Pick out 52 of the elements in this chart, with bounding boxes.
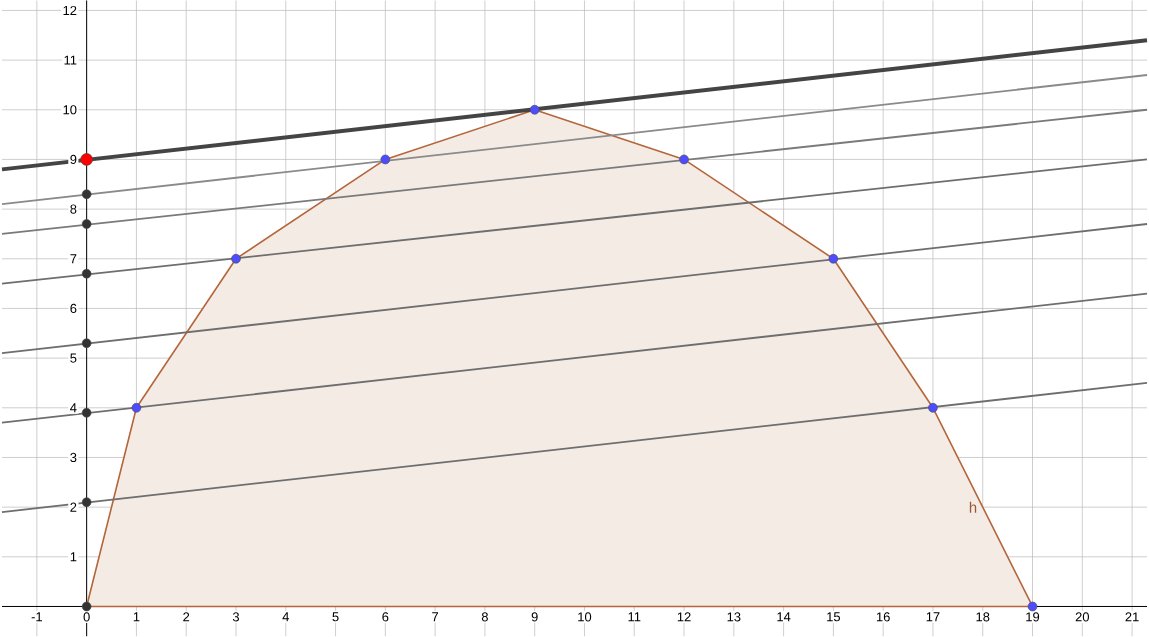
point — [231, 254, 241, 264]
x-tick-label: 6 — [382, 612, 389, 622]
x-tick-label: 5 — [332, 612, 339, 622]
point — [81, 219, 92, 229]
point — [80, 153, 93, 166]
x-tick-label: 3 — [232, 612, 240, 622]
point — [81, 338, 92, 349]
point — [81, 497, 92, 508]
annotation: h — [969, 501, 977, 513]
point — [131, 403, 142, 413]
point — [679, 154, 689, 165]
y-tick-label: 10 — [63, 105, 77, 115]
y-tick-label: 7 — [70, 254, 77, 264]
y-tick-label: 4 — [70, 403, 77, 413]
x-tick-label: 16 — [876, 612, 890, 622]
x-tick-label: 14 — [777, 612, 791, 622]
x-tick-label: 17 — [926, 612, 940, 622]
point — [81, 269, 92, 279]
x-tick-label: 9 — [531, 612, 538, 622]
y-tick-label: 6 — [70, 303, 77, 314]
y-tick-label: 1 — [70, 552, 77, 562]
x-tick-label: 1 — [133, 612, 140, 622]
point — [81, 601, 92, 612]
y-tick-label: 11 — [64, 55, 77, 65]
x-tick-label: 4 — [282, 612, 289, 622]
point — [928, 403, 938, 413]
x-tick-label: 19 — [1026, 612, 1040, 622]
y-tick-label: 2 — [70, 502, 77, 512]
point — [81, 408, 92, 418]
x-tick-label: 13 — [727, 612, 741, 622]
y-tick-label: 12 — [63, 6, 77, 16]
x-tick-label: 18 — [976, 612, 990, 622]
point — [1027, 601, 1038, 612]
x-tick-label: -1 — [31, 612, 42, 622]
x-tick-label: 7 — [432, 612, 439, 622]
x-tick-label: 21 — [1125, 612, 1139, 622]
x-tick-label: 10 — [578, 612, 592, 622]
x-tick-label: 8 — [481, 612, 488, 622]
x-tick-label: 11 — [628, 612, 641, 622]
point — [828, 254, 839, 264]
point — [529, 105, 540, 115]
y-tick-label: 8 — [70, 204, 77, 214]
y-tick-label: 3 — [70, 452, 77, 463]
x-tick-label: 15 — [827, 612, 841, 622]
point — [81, 189, 92, 200]
x-tick-label: 12 — [677, 612, 691, 622]
y-tick-label: 9 — [70, 154, 77, 165]
point — [380, 154, 391, 165]
x-tick-label: 2 — [183, 612, 190, 622]
y-tick-label: 5 — [70, 353, 77, 363]
x-tick-label: 20 — [1075, 612, 1089, 622]
x-tick-label: 0 — [83, 612, 90, 622]
